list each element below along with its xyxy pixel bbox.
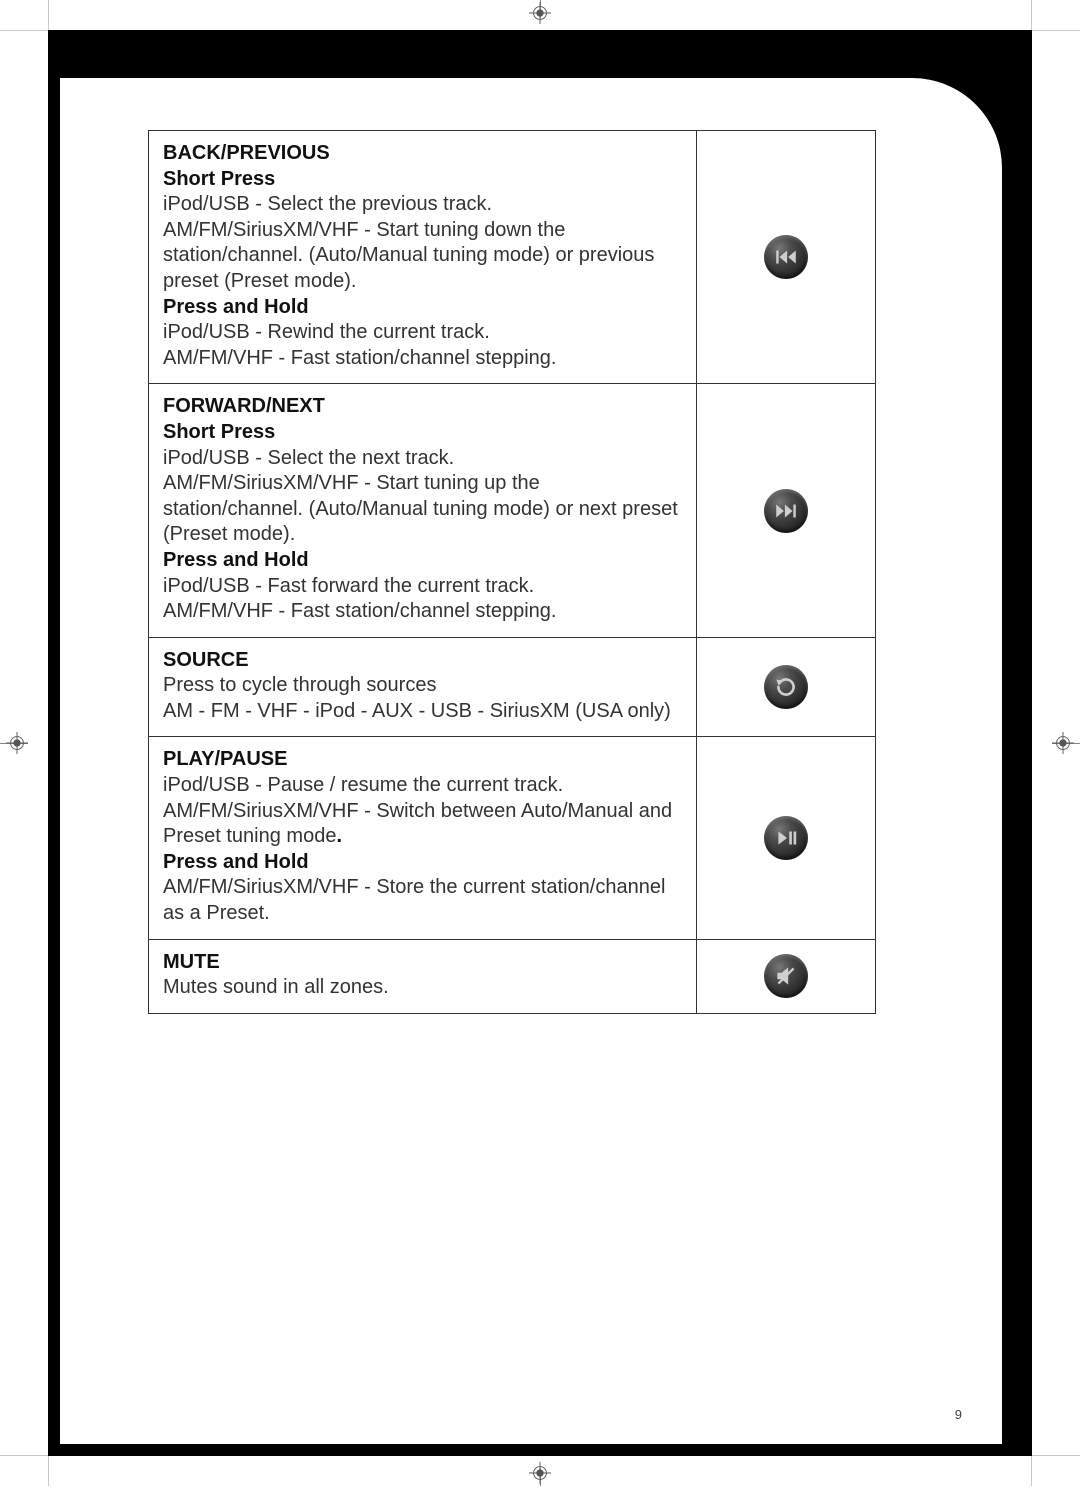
icon-cell xyxy=(697,940,875,1013)
row-text: AM/FM/SiriusXM/VHF - Start tuning down t… xyxy=(163,218,682,295)
table-row: FORWARD/NEXT Short Press iPod/USB - Sele… xyxy=(149,383,875,636)
row-subheading: Press and Hold xyxy=(163,548,682,574)
table-row: PLAY/PAUSE iPod/USB - Pause / resume the… xyxy=(149,736,875,938)
description-cell: PLAY/PAUSE iPod/USB - Pause / resume the… xyxy=(149,737,697,938)
description-cell: BACK/PREVIOUS Short Press iPod/USB - Sel… xyxy=(149,131,697,383)
description-cell: FORWARD/NEXT Short Press iPod/USB - Sele… xyxy=(149,384,697,636)
registration-mark-icon xyxy=(6,732,28,754)
row-subheading: Press and Hold xyxy=(163,295,682,321)
icon-cell xyxy=(697,384,875,636)
row-text: AM/FM/SiriusXM/VHF - Store the current s… xyxy=(163,875,682,926)
row-text: AM/FM/SiriusXM/VHF - Start tuning up the… xyxy=(163,471,682,548)
row-text: iPod/USB - Pause / resume the current tr… xyxy=(163,773,682,799)
registration-mark-icon xyxy=(529,2,551,24)
row-text: iPod/USB - Rewind the current track. xyxy=(163,320,682,346)
table-row: BACK/PREVIOUS Short Press iPod/USB - Sel… xyxy=(149,131,875,383)
controls-table: BACK/PREVIOUS Short Press iPod/USB - Sel… xyxy=(148,130,876,1014)
source-cycle-icon xyxy=(764,665,808,709)
row-subheading: Short Press xyxy=(163,420,682,446)
mute-icon xyxy=(764,954,808,998)
table-row: MUTE Mutes sound in all zones. xyxy=(149,939,875,1013)
row-text-span: AM/FM/SiriusXM/VHF - Switch between Auto… xyxy=(163,800,672,848)
row-text: Mutes sound in all zones. xyxy=(163,975,682,1001)
row-title: BACK/PREVIOUS xyxy=(163,141,682,167)
page-frame: BACK/PREVIOUS Short Press iPod/USB - Sel… xyxy=(48,30,1032,1456)
row-text: AM/FM/SiriusXM/VHF - Switch between Auto… xyxy=(163,799,682,850)
row-title: PLAY/PAUSE xyxy=(163,747,682,773)
row-text: iPod/USB - Fast forward the current trac… xyxy=(163,574,682,600)
row-title: MUTE xyxy=(163,950,682,976)
row-text: AM/FM/VHF - Fast station/channel steppin… xyxy=(163,346,682,372)
row-text-bold-dot: . xyxy=(336,825,342,847)
previous-track-icon xyxy=(764,235,808,279)
row-text: AM/FM/VHF - Fast station/channel steppin… xyxy=(163,599,682,625)
row-title: FORWARD/NEXT xyxy=(163,394,682,420)
row-text: iPod/USB - Select the previous track. xyxy=(163,192,682,218)
icon-cell xyxy=(697,131,875,383)
row-subheading: Short Press xyxy=(163,167,682,193)
row-text: Press to cycle through sources xyxy=(163,673,682,699)
icon-cell xyxy=(697,737,875,938)
page-content: BACK/PREVIOUS Short Press iPod/USB - Sel… xyxy=(60,78,1002,1444)
row-subheading: Press and Hold xyxy=(163,850,682,876)
play-pause-icon xyxy=(764,816,808,860)
page-number: 9 xyxy=(955,1407,962,1422)
row-text: AM - FM - VHF - iPod - AUX - USB - Siriu… xyxy=(163,699,682,725)
description-cell: MUTE Mutes sound in all zones. xyxy=(149,940,697,1013)
description-cell: SOURCE Press to cycle through sources AM… xyxy=(149,638,697,737)
table-row: SOURCE Press to cycle through sources AM… xyxy=(149,637,875,737)
row-text: iPod/USB - Select the next track. xyxy=(163,446,682,472)
row-title: SOURCE xyxy=(163,648,682,674)
next-track-icon xyxy=(764,489,808,533)
registration-mark-icon xyxy=(1052,732,1074,754)
registration-mark-icon xyxy=(529,1462,551,1484)
icon-cell xyxy=(697,638,875,737)
